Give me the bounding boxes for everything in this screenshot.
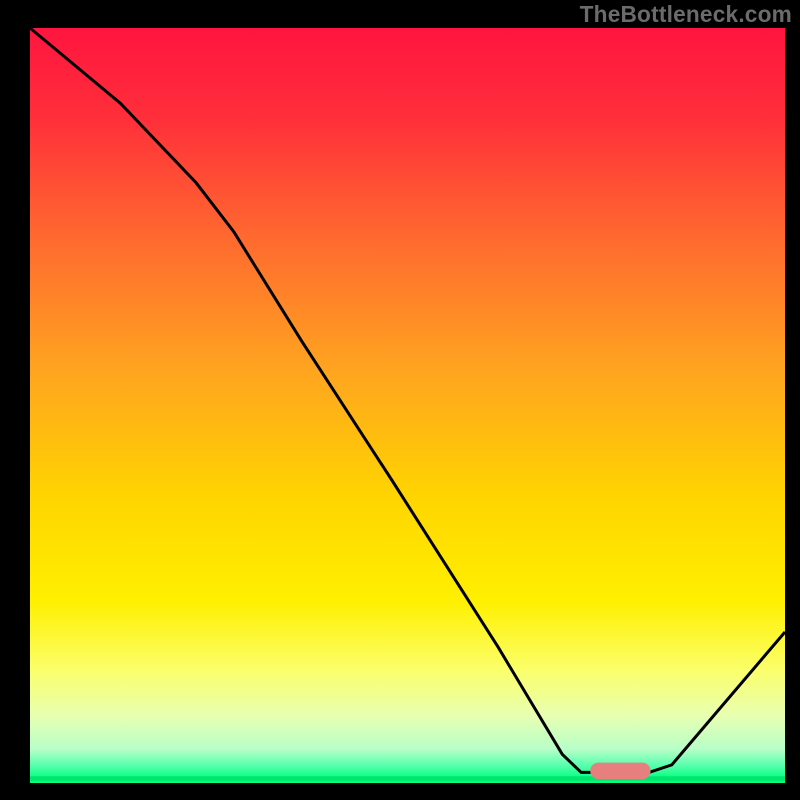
watermark-label: TheBottleneck.com [580, 1, 792, 28]
chart-svg [30, 28, 785, 783]
plot-area [30, 28, 785, 783]
optimal-marker [590, 763, 650, 780]
curve-line [30, 28, 785, 772]
chart-container: TheBottleneck.com [0, 0, 800, 800]
